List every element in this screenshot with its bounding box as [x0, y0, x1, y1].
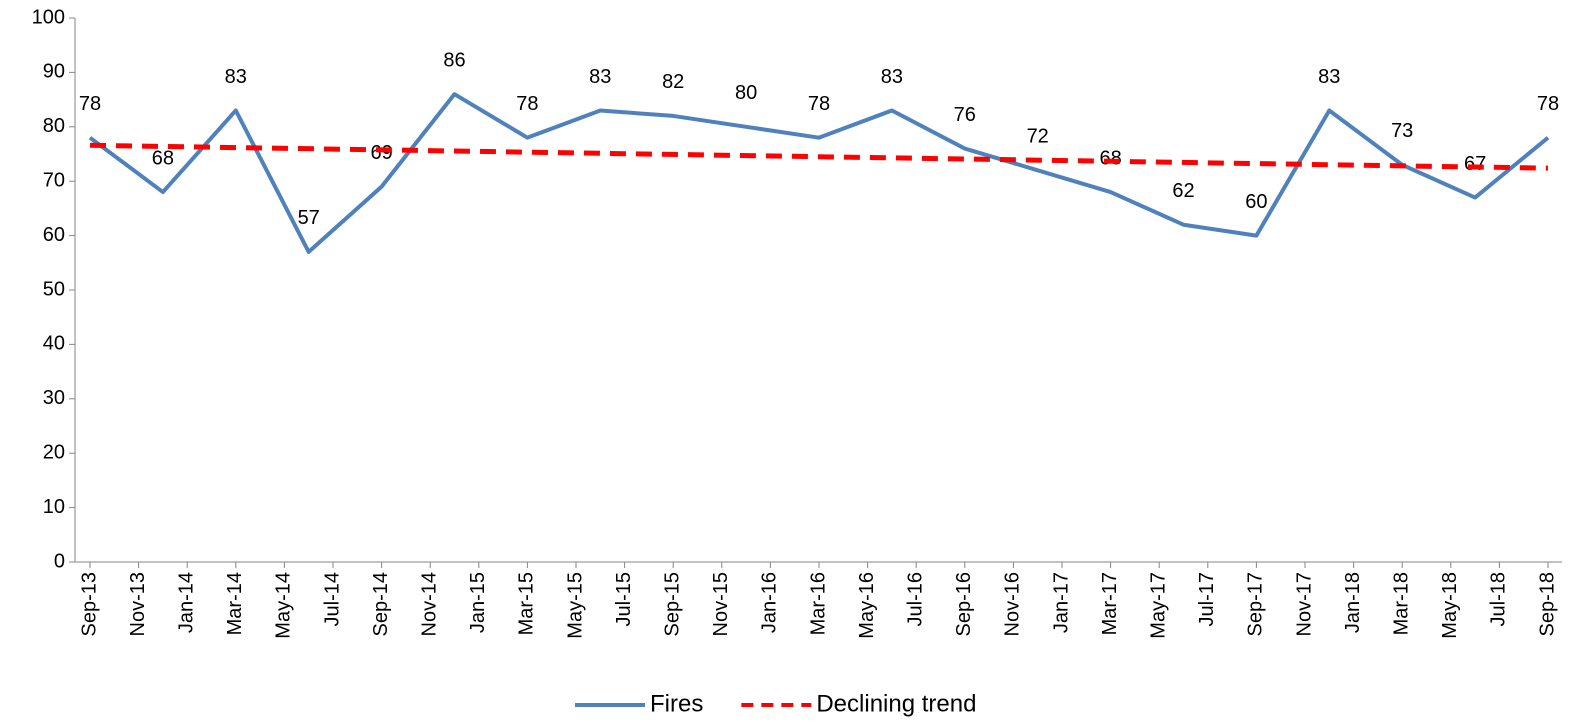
y-tick-label: 60 [43, 224, 65, 246]
data-label: 57 [298, 207, 320, 229]
x-tick-label: Jul-16 [904, 572, 926, 626]
x-tick-label: Mar-17 [1099, 572, 1121, 635]
x-tick-label: Mar-16 [807, 572, 829, 635]
x-tick-label: Nov-13 [127, 572, 149, 636]
x-tick-label: Nov-14 [418, 572, 440, 636]
x-tick-label: May-16 [856, 572, 878, 639]
x-tick-label: Jan-16 [759, 572, 781, 633]
x-tick-label: May-15 [564, 572, 586, 639]
x-tick-label: Jan-14 [175, 572, 197, 633]
series-line [89, 142, 1549, 171]
x-tick-label: Jul-14 [321, 572, 343, 626]
y-tick-label: 0 [54, 550, 65, 572]
data-label: 72 [1027, 126, 1049, 148]
x-tick-label: Jul-17 [1196, 572, 1218, 626]
y-tick-label: 90 [43, 61, 65, 83]
data-label: 78 [79, 93, 101, 115]
y-tick-label: 30 [43, 387, 65, 409]
x-tick-label: Nov-17 [1293, 572, 1315, 636]
data-label: 83 [225, 66, 247, 88]
x-tick-label: Sep-18 [1536, 572, 1558, 637]
y-tick-label: 10 [43, 496, 65, 518]
x-tick-label: May-18 [1439, 572, 1461, 639]
x-tick-label: Jan-15 [467, 572, 489, 633]
legend-label: Declining trend [816, 690, 976, 717]
data-label: 83 [881, 66, 903, 88]
x-tick-label: Jul-15 [613, 572, 635, 626]
y-tick-label: 80 [43, 115, 65, 137]
x-tick-label: Sep-17 [1245, 572, 1267, 637]
y-tick-label: 40 [43, 333, 65, 355]
data-label: 60 [1245, 191, 1267, 213]
data-label: 80 [735, 82, 757, 104]
data-label: 76 [954, 104, 976, 126]
data-label: 68 [1099, 147, 1121, 169]
x-tick-label: Sep-13 [78, 572, 100, 637]
series-line [88, 92, 1550, 254]
data-label: 69 [370, 142, 392, 164]
legend-label: Fires [650, 690, 703, 717]
x-tick-label: Jul-18 [1488, 572, 1510, 626]
x-tick-label: May-17 [1147, 572, 1169, 639]
data-label: 68 [152, 147, 174, 169]
x-tick-label: Jan-17 [1050, 572, 1072, 633]
data-label: 73 [1391, 120, 1413, 142]
data-label: 62 [1172, 180, 1194, 202]
x-tick-label: Nov-15 [710, 572, 732, 636]
x-tick-label: May-14 [273, 572, 295, 639]
x-tick-label: Sep-15 [661, 572, 683, 637]
data-label: 78 [808, 93, 830, 115]
x-tick-label: Nov-16 [1002, 572, 1024, 636]
x-tick-label: Mar-18 [1390, 572, 1412, 635]
x-tick-label: Sep-14 [370, 572, 392, 637]
data-label: 67 [1464, 153, 1486, 175]
y-tick-label: 20 [43, 441, 65, 463]
data-label: 78 [516, 93, 538, 115]
x-tick-label: Mar-15 [516, 572, 538, 635]
data-label: 86 [443, 49, 465, 71]
data-label: 83 [1318, 66, 1340, 88]
x-tick-label: Jan-18 [1342, 572, 1364, 633]
data-label: 82 [662, 71, 684, 93]
x-tick-label: Mar-14 [224, 572, 246, 635]
y-tick-label: 70 [43, 169, 65, 191]
data-label: 78 [1537, 93, 1559, 115]
data-label: 83 [589, 66, 611, 88]
x-tick-label: Sep-16 [953, 572, 975, 637]
y-tick-label: 50 [43, 278, 65, 300]
legend: Fires Declining trend [575, 690, 976, 717]
y-tick-label: 100 [32, 6, 65, 28]
